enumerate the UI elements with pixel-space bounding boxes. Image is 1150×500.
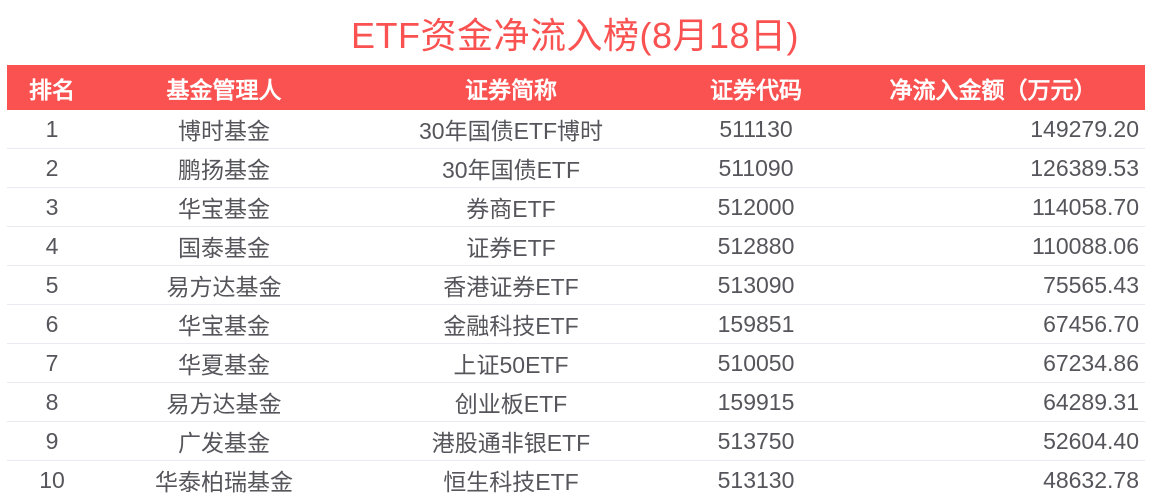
rank-cell: 10 — [39, 466, 65, 493]
security-code-cell: 513130 — [717, 466, 795, 493]
security-code-cell: 513090 — [671, 265, 841, 305]
security-code-cell: 159851 — [671, 304, 841, 344]
rank-cell: 6 — [7, 304, 97, 344]
header-net-inflow: 净流入金额（万元） — [841, 65, 1145, 110]
security-code-cell: 512880 — [671, 226, 841, 266]
table-row: 10 华泰柏瑞基金 恒生科技ETF 513130 48632.78 — [7, 461, 1145, 500]
table-row: 5 易方达基金 香港证券ETF 513090 75565.43 — [7, 265, 1145, 305]
security-code-cell: 511090 — [671, 148, 841, 188]
security-code-cell: 513750 — [671, 421, 841, 461]
net-inflow-cell: 52604.40 — [841, 421, 1145, 461]
security-code-cell: 510050 — [671, 343, 841, 383]
net-inflow-cell: 75565.43 — [841, 265, 1145, 305]
fund-manager-cell: 易方达基金 — [97, 265, 351, 305]
fund-manager-cell: 华宝基金 — [97, 187, 351, 227]
rank-cell: 9 — [7, 421, 97, 461]
net-inflow-cell: 67234.86 — [841, 343, 1145, 383]
header-fund-manager: 基金管理人 — [97, 65, 351, 110]
fund-manager-cell: 博时基金 — [97, 110, 351, 149]
security-code-cell: 512000 — [671, 187, 841, 227]
header-security-code: 证券代码 — [671, 65, 841, 110]
net-inflow-cell: 110088.06 — [841, 226, 1145, 266]
security-name-cell: 恒生科技ETF — [443, 469, 579, 495]
net-inflow-cell: 126389.53 — [841, 148, 1145, 188]
fund-manager-cell: 广发基金 — [97, 421, 351, 461]
rank-cell: 4 — [7, 226, 97, 266]
header-security-name: 证券简称 — [351, 65, 671, 110]
rank-cell: 5 — [7, 265, 97, 305]
rank-cell: 1 — [7, 110, 97, 149]
net-inflow-cell: 114058.70 — [841, 187, 1145, 227]
rank-cell: 8 — [7, 382, 97, 422]
etf-net-inflow-table: 排名 基金管理人 证券简称 证券代码 净流入金额（万元） 1 博时基金 30年国… — [7, 65, 1145, 499]
net-inflow-cell: 67456.70 — [841, 304, 1145, 344]
fund-manager-cell: 易方达基金 — [97, 382, 351, 422]
table-row: 7 华夏基金 上证50ETF 510050 67234.86 — [7, 343, 1145, 383]
security-name-cell: 港股通非银ETF — [351, 421, 671, 461]
security-code-cell: 159915 — [671, 382, 841, 422]
security-name-cell: 创业板ETF — [351, 382, 671, 422]
table-row: 4 国泰基金 证券ETF 512880 110088.06 — [7, 226, 1145, 266]
table-row: 3 华宝基金 券商ETF 512000 114058.70 — [7, 187, 1145, 227]
table-row: 1 博时基金 30年国债ETF博时 511130 149279.20 — [7, 110, 1145, 149]
rank-cell: 3 — [7, 187, 97, 227]
table-header-row: 排名 基金管理人 证券简称 证券代码 净流入金额（万元） — [7, 65, 1145, 110]
fund-manager-cell: 华泰柏瑞基金 — [155, 469, 293, 495]
security-name-cell: 30年国债ETF博时 — [351, 110, 671, 149]
net-inflow-cell: 149279.20 — [841, 110, 1145, 149]
page-title: ETF资金净流入榜(8月18日) — [350, 15, 800, 56]
rank-cell: 7 — [7, 343, 97, 383]
security-name-cell: 金融科技ETF — [351, 304, 671, 344]
table-row: 9 广发基金 港股通非银ETF 513750 52604.40 — [7, 421, 1145, 461]
rank-cell: 2 — [7, 148, 97, 188]
security-name-cell: 券商ETF — [351, 187, 671, 227]
fund-manager-cell: 华宝基金 — [97, 304, 351, 344]
table-body: 1 博时基金 30年国债ETF博时 511130 149279.20 2 鹏扬基… — [7, 110, 1145, 499]
net-inflow-cell: 64289.31 — [841, 382, 1145, 422]
security-code-cell: 511130 — [671, 110, 841, 149]
header-rank: 排名 — [7, 65, 97, 110]
table-row: 6 华宝基金 金融科技ETF 159851 67456.70 — [7, 304, 1145, 344]
table-header: 排名 基金管理人 证券简称 证券代码 净流入金额（万元） — [7, 65, 1145, 110]
security-name-cell: 上证50ETF — [351, 343, 671, 383]
fund-manager-cell: 华夏基金 — [97, 343, 351, 383]
table-row: 2 鹏扬基金 30年国债ETF 511090 126389.53 — [7, 148, 1145, 188]
table-row: 8 易方达基金 创业板ETF 159915 64289.31 — [7, 382, 1145, 422]
security-name-cell: 香港证券ETF — [351, 265, 671, 305]
security-name-cell: 30年国债ETF — [351, 148, 671, 188]
security-name-cell: 证券ETF — [351, 226, 671, 266]
fund-manager-cell: 国泰基金 — [97, 226, 351, 266]
net-inflow-cell: 48632.78 — [1043, 466, 1139, 493]
fund-manager-cell: 鹏扬基金 — [97, 148, 351, 188]
